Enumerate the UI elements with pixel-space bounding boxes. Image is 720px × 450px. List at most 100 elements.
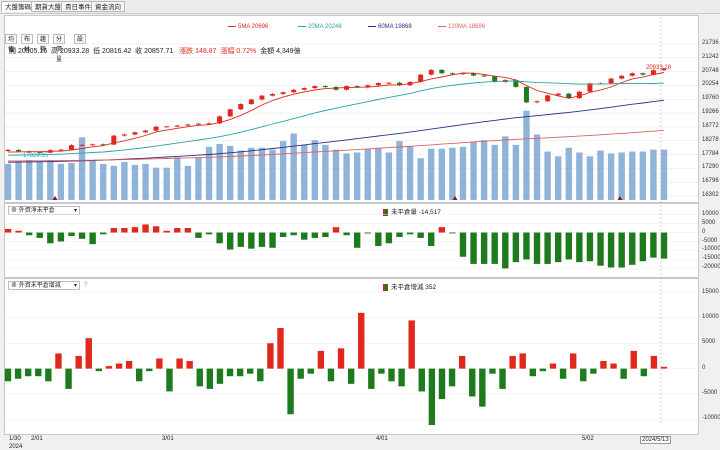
price-axis-tick: 20748	[702, 67, 719, 74]
oi-change-bar	[509, 355, 516, 369]
candle-body	[365, 85, 371, 88]
oi-axis-tick: 5000	[702, 219, 716, 226]
date-label-apr: 4/01	[376, 436, 388, 442]
oi-bar	[57, 232, 65, 242]
oi-change-axis-tick: 0	[702, 364, 706, 371]
volume-bar	[311, 140, 319, 200]
oi-change-bar	[105, 366, 113, 369]
ma20-line	[7, 80, 665, 156]
volume-bar	[565, 147, 572, 200]
price-axis-tick: 17290	[702, 164, 719, 171]
candle-body	[153, 126, 159, 131]
oi-change-bar	[45, 368, 52, 382]
oi-bar	[248, 232, 255, 249]
candle-body	[566, 93, 572, 99]
close-icon[interactable]: ⊗	[11, 283, 18, 289]
date-label-year: 2024	[9, 444, 23, 450]
legend-ma60: 60MA 19868	[368, 24, 412, 30]
event-marker	[617, 196, 623, 200]
tool-settings[interactable]: 設	[74, 34, 87, 44]
candle-body	[545, 95, 551, 102]
price-axis-tick: 18278	[702, 136, 719, 143]
candle-body	[79, 144, 85, 146]
legend-ma20: 20MA 20248	[298, 24, 342, 30]
volume-bar	[36, 161, 43, 200]
oi-change-axis-tick: 5000	[702, 339, 716, 346]
volume-bar	[163, 167, 170, 200]
candle-body	[132, 132, 138, 135]
oi-change-bar	[650, 355, 658, 369]
oi-bar	[311, 232, 319, 238]
candle-body	[555, 93, 561, 96]
candle-body	[534, 101, 540, 103]
oi-bar	[174, 228, 181, 233]
price-axis-tick: 19760	[702, 95, 719, 102]
oi-change-bar	[75, 355, 82, 369]
oi-bar	[269, 232, 276, 248]
oi-bar	[533, 232, 541, 264]
volume-bar	[396, 141, 403, 200]
volume-bar	[47, 160, 54, 200]
oi-change-bar	[610, 363, 617, 369]
volume-bar	[110, 165, 118, 200]
tool-trend[interactable]: 趨勢	[37, 34, 50, 53]
oi-change-bar	[307, 368, 314, 374]
price-axis-tick: 17784	[702, 150, 719, 157]
tool-bollinger[interactable]: 布林	[21, 34, 34, 53]
candle-body	[5, 149, 11, 152]
candle-body	[481, 75, 487, 77]
candle-body	[523, 86, 529, 103]
price-axis-tick: 20254	[702, 81, 719, 88]
ma5-line	[7, 72, 665, 153]
volume-bar	[290, 133, 297, 200]
volume-bar	[375, 147, 382, 200]
candle-body	[100, 144, 106, 146]
candle-body	[428, 69, 434, 75]
oi-bar	[226, 232, 234, 250]
oi-bar	[576, 232, 583, 263]
oi-bar	[184, 228, 192, 233]
oi-bar	[68, 232, 75, 237]
tool-volume-profile[interactable]: 分價量	[53, 34, 66, 63]
oi-bar	[544, 232, 551, 264]
volume-bar	[417, 158, 424, 200]
candle-body	[37, 152, 43, 154]
oi-bar	[216, 232, 223, 244]
close-icon[interactable]: ⊗	[11, 208, 18, 214]
help-icon[interactable]: ?	[84, 281, 88, 288]
tool-average[interactable]: 均值	[5, 34, 18, 53]
candle-body	[312, 86, 318, 89]
tab-fund-flow[interactable]: 資金流向	[91, 1, 125, 12]
price-panel	[4, 15, 699, 203]
candle-body	[164, 126, 170, 128]
volume-bar	[343, 153, 350, 200]
volume-bar	[459, 146, 467, 200]
chart-canvas[interactable]	[0, 0, 720, 425]
tab-bar: 大盤籌碼 期貨大盤 貴日事件 資金流向	[0, 0, 720, 14]
oi-change-indicator-select[interactable]: ⊗ 外資未平倉增減 ▾	[8, 281, 80, 290]
oi-bar	[237, 232, 244, 247]
oi-axis-tick: -15000	[702, 255, 720, 262]
oi-change-bar	[569, 353, 577, 369]
oi-change-axis-tick: -10000	[702, 415, 720, 422]
oi-bar	[343, 232, 350, 236]
oi-change-bar	[539, 368, 547, 372]
oi-bar	[607, 232, 615, 268]
candle-body	[576, 91, 582, 99]
oi-bar	[36, 232, 43, 238]
oi-bar	[78, 232, 86, 239]
candle-body	[291, 89, 297, 93]
candle-body	[206, 123, 212, 125]
oi-axis-tick: 0	[702, 228, 706, 235]
price-axis-tick: 16302	[702, 192, 719, 198]
volume-bar	[57, 163, 65, 200]
oi-change-bar	[347, 368, 355, 384]
candle-body	[58, 149, 64, 151]
price-axis-tick: 21242	[702, 53, 719, 60]
max-price-annotation: 20933.28	[646, 65, 672, 71]
candle-body	[460, 73, 466, 75]
oi-value-label: 未平倉量 -14,517	[383, 206, 441, 216]
oi-change-bar	[408, 320, 415, 369]
candle-body	[301, 88, 307, 90]
oi-change-bar	[297, 368, 304, 379]
